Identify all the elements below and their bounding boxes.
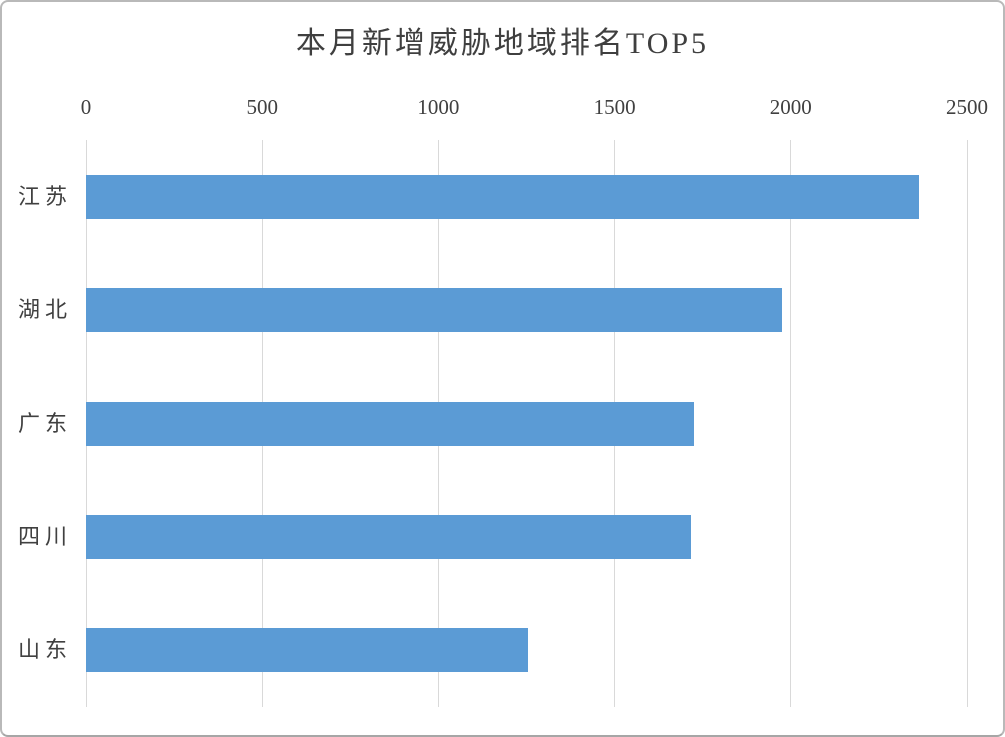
- value-axis: 0 500 1000 1500 2000 2500: [81, 94, 988, 120]
- category-label: 江苏: [17, 183, 72, 209]
- category-label: 湖北: [17, 297, 72, 323]
- value-axis-tick-label: 1500: [593, 95, 636, 119]
- bar: [86, 288, 782, 333]
- category-label: 山东: [17, 637, 72, 663]
- bar: [86, 628, 529, 673]
- value-axis-tick-label: 500: [246, 95, 278, 119]
- bar: [86, 514, 692, 559]
- gridline: [966, 140, 968, 707]
- chart-title: 本月新增威胁地域排名TOP5: [295, 27, 710, 60]
- category-label: 四川: [17, 523, 72, 549]
- value-axis-tick-label: 2500: [946, 95, 988, 119]
- bar: [86, 174, 920, 219]
- value-axis-tick-label: 2000: [769, 95, 812, 119]
- bar: [86, 401, 694, 446]
- value-axis-tick-label: 0: [80, 95, 92, 119]
- plot-area: [85, 140, 968, 707]
- category-axis: 江苏湖北广东四川山东: [2, 140, 72, 707]
- gridline: [790, 140, 792, 707]
- category-label: 广东: [17, 410, 72, 436]
- value-axis-tick-label: 1000: [417, 95, 460, 119]
